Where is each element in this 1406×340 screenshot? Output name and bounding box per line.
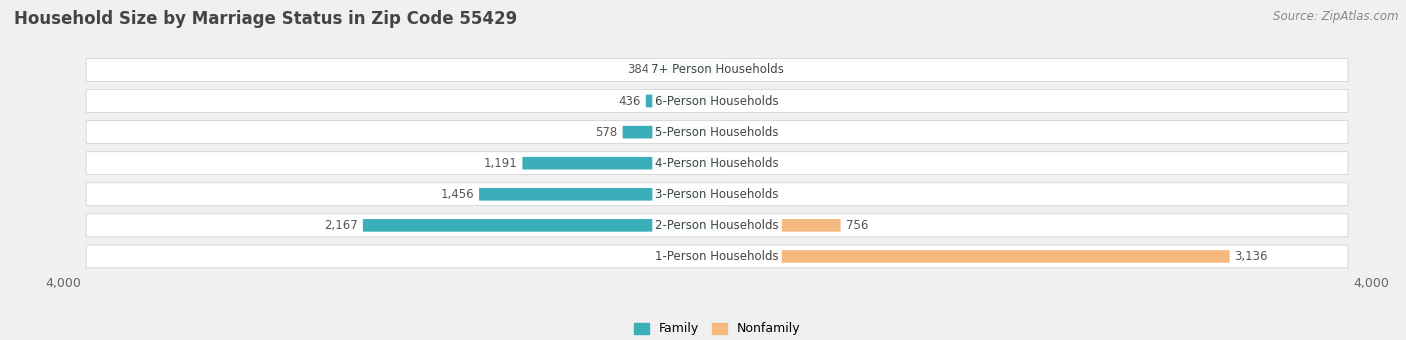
FancyBboxPatch shape [717,126,727,138]
FancyBboxPatch shape [717,250,1230,263]
Text: 3,136: 3,136 [1234,250,1268,263]
FancyBboxPatch shape [479,188,717,201]
Text: 7+ Person Households: 7+ Person Households [651,64,783,76]
Text: 0: 0 [731,95,740,107]
Text: 3-Person Households: 3-Person Households [655,188,779,201]
Text: 1,456: 1,456 [440,188,474,201]
Text: 436: 436 [619,95,641,107]
FancyBboxPatch shape [717,64,727,76]
FancyBboxPatch shape [86,58,1348,81]
Text: 6-Person Households: 6-Person Households [655,95,779,107]
FancyBboxPatch shape [86,183,1348,206]
Text: 0: 0 [731,64,740,76]
Text: 4-Person Households: 4-Person Households [655,157,779,170]
Text: 1,191: 1,191 [484,157,517,170]
Text: 85: 85 [735,188,751,201]
Text: 75: 75 [734,157,749,170]
Text: Household Size by Marriage Status in Zip Code 55429: Household Size by Marriage Status in Zip… [14,10,517,28]
Text: 2-Person Households: 2-Person Households [655,219,779,232]
FancyBboxPatch shape [523,157,717,170]
FancyBboxPatch shape [717,157,730,170]
FancyBboxPatch shape [623,126,717,138]
Text: 5-Person Households: 5-Person Households [655,125,779,139]
FancyBboxPatch shape [654,64,717,76]
Text: 0: 0 [731,125,740,139]
FancyBboxPatch shape [717,188,731,201]
Text: 1-Person Households: 1-Person Households [655,250,779,263]
FancyBboxPatch shape [363,219,717,232]
Text: Source: ZipAtlas.com: Source: ZipAtlas.com [1274,10,1399,23]
Text: 756: 756 [845,219,868,232]
FancyBboxPatch shape [86,245,1348,268]
FancyBboxPatch shape [86,152,1348,175]
Legend: Family, Nonfamily: Family, Nonfamily [634,322,800,335]
FancyBboxPatch shape [86,121,1348,143]
FancyBboxPatch shape [645,95,717,107]
FancyBboxPatch shape [86,214,1348,237]
Text: 578: 578 [595,125,617,139]
Text: 2,167: 2,167 [325,219,359,232]
FancyBboxPatch shape [717,219,841,232]
Text: 384: 384 [627,64,650,76]
FancyBboxPatch shape [86,89,1348,113]
FancyBboxPatch shape [717,95,727,107]
